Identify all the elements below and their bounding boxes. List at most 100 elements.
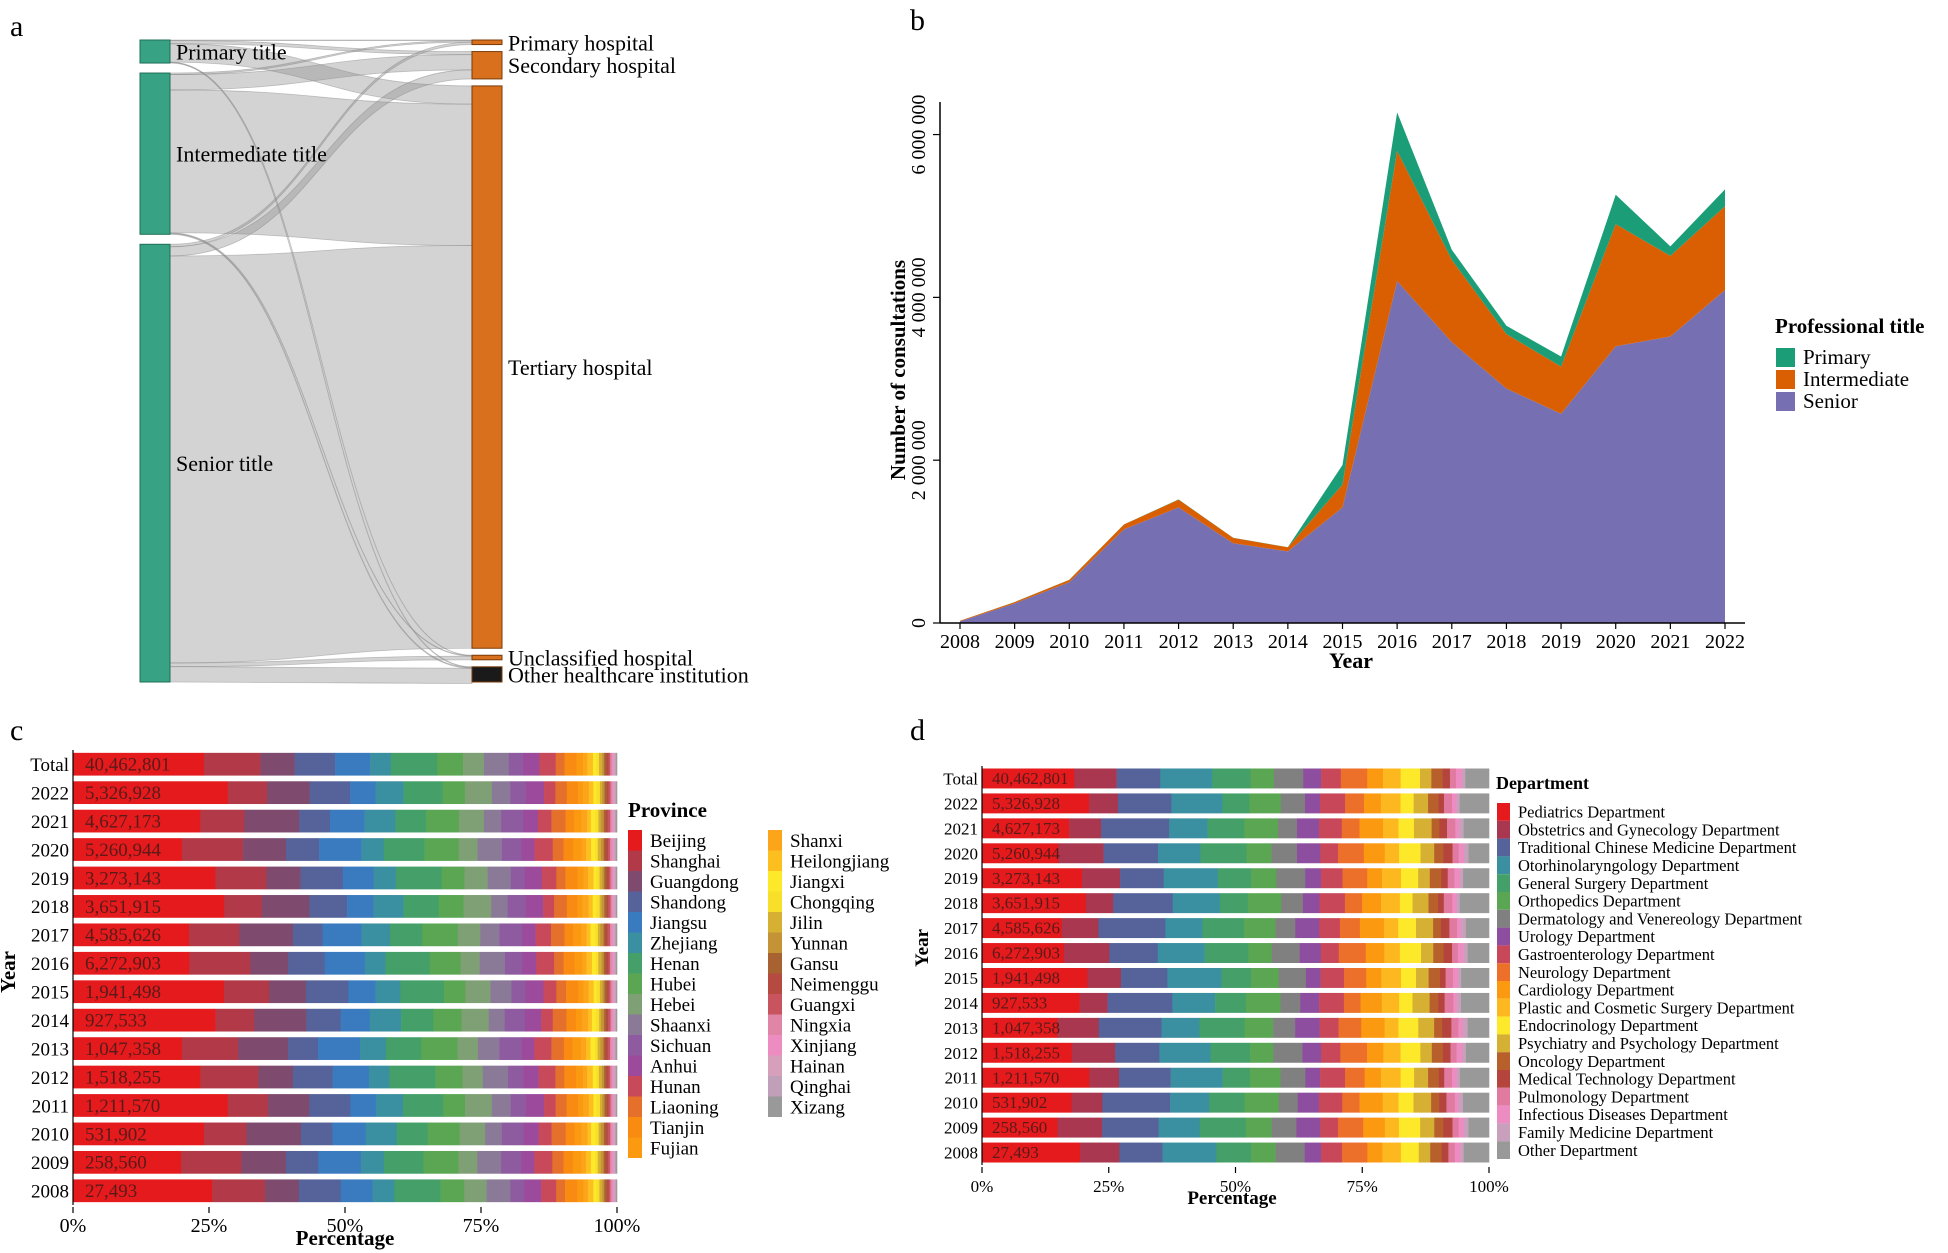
- bar-segment-2017-hunan: [535, 923, 552, 947]
- bar-segment-total-shandong: [294, 752, 336, 776]
- bar-segment-2014-oncology-department: [1429, 992, 1439, 1013]
- bar-segment-2021-ningxia: [610, 809, 612, 833]
- bar-segment-2019-family-medicine-department: [1459, 868, 1464, 889]
- bar-segment-2019-shandong: [300, 866, 344, 890]
- bar-segment-2018-shandong: [309, 895, 348, 918]
- bar-segment-2010-neimenggu: [605, 1122, 609, 1146]
- bar-segment-2010-shanxi: [581, 1122, 588, 1146]
- bar-segment-2020-qinghai: [614, 838, 617, 861]
- bar-segment-2018-neurology-department: [1344, 893, 1363, 914]
- bar-segment-2012-family-medicine-department: [1462, 1042, 1467, 1063]
- bar-segment-2014-sichuan: [504, 1008, 526, 1032]
- bar-segment-2014-zhejiang: [369, 1008, 402, 1032]
- bar-segment-total-shaanxi: [483, 752, 510, 776]
- bar-segment-2018-sichuan: [507, 895, 526, 918]
- bar-segment-2019-ningxia: [610, 866, 613, 890]
- bar-segment-2017-guangdong: [239, 923, 294, 947]
- x-tick-label: 2014: [1268, 631, 1308, 653]
- x-tick-label: 2017: [1432, 631, 1472, 653]
- bar-segment-2021-jilin: [598, 809, 601, 833]
- bar-segment-2012-henan: [389, 1065, 436, 1089]
- bar-segment-2014-chongqing: [595, 1008, 600, 1032]
- bar-segment-2009-heilongjiang: [585, 1150, 592, 1174]
- bar-segment-2022-dermatology-and-venereology-department: [1280, 793, 1306, 814]
- bar-segment-2019-urology-department: [1305, 868, 1322, 889]
- bar-segment-2020-gansu: [603, 838, 606, 861]
- bar-value-label: 4,585,626: [85, 925, 161, 946]
- bar-segment-total-psychiatry-and-psychology-department: [1419, 768, 1432, 789]
- bar-segment-2014-hunan: [541, 1008, 554, 1032]
- x-tick-label: 2015: [1323, 631, 1363, 653]
- bar-segment-2017-qinghai: [614, 923, 616, 947]
- panel-label-d: d: [910, 714, 925, 747]
- bar-value-label: 1,047,358: [992, 1018, 1060, 1037]
- bar-segment-2014-henan: [401, 1008, 434, 1032]
- bar-segment-2022-zhejiang: [375, 781, 404, 805]
- bar-segment-2014-dermatology-and-venereology-department: [1280, 992, 1301, 1013]
- bar-segment-2019-henan: [395, 866, 443, 890]
- node-intermediate-title: [139, 72, 171, 235]
- bar-segment-2018-medical-technology-department: [1438, 893, 1445, 914]
- legend-label-neurology-department: Neurology Department: [1518, 963, 1671, 982]
- bar-segment-2016-tianjin: [563, 951, 575, 975]
- bar-segment-2008-infectious-diseases-department: [1454, 1142, 1461, 1163]
- bar-segment-2013-medical-technology-department: [1442, 1017, 1452, 1038]
- bar-segment-2009-shaanxi: [477, 1150, 502, 1174]
- bar-segment-2022-hebei: [464, 781, 493, 805]
- legend-swatch-zhejiang: [628, 932, 642, 953]
- y-axis-label: Year: [0, 951, 20, 993]
- bar-segment-2015-zhejiang: [375, 980, 401, 1004]
- y-axis-label: Year: [912, 928, 933, 967]
- bar-segment-2018-shanghai: [224, 895, 263, 918]
- y-tick-label: 2015: [944, 969, 978, 988]
- bar-segment-2009-urology-department: [1296, 1117, 1321, 1138]
- bar-segment-2019-medical-technology-department: [1441, 868, 1449, 889]
- bar-segment-2015-medical-technology-department: [1439, 967, 1446, 988]
- bar-segment-2010-endocrinology-department: [1398, 1092, 1414, 1113]
- bar-segment-2018-obstetrics-and-gynecology-department: [1085, 893, 1114, 914]
- legend-label-henan: Henan: [650, 954, 700, 975]
- bar-segment-2018-xinjiang: [612, 895, 614, 918]
- bar-segment-2022-other-department: [1459, 793, 1490, 814]
- bar-segment-2020-medical-technology-department: [1443, 843, 1453, 864]
- bar-segment-2011-beijing: [73, 1094, 228, 1117]
- x-tick-label: 2010: [1049, 631, 1089, 653]
- bar-segment-2019-plastic-and-cosmetic-surgery-department: [1382, 868, 1402, 889]
- bar-segment-2008-general-surgery-department: [1216, 1142, 1252, 1163]
- legend-swatch-hebei: [628, 994, 642, 1015]
- bar-segment-2018-fujian: [577, 895, 583, 918]
- bar-segment-2009-pediatrics-department: [982, 1117, 1058, 1138]
- bar-segment-total-endocrinology-department: [1400, 768, 1421, 789]
- x-axis-label: Year: [1329, 648, 1373, 673]
- bar-segment-2010-plastic-and-cosmetic-surgery-department: [1382, 1092, 1399, 1113]
- legend-swatch-orthopedics-department: [1497, 892, 1510, 910]
- x-tick-label: 2016: [1377, 631, 1417, 653]
- bar-segment-2009-psychiatry-and-psychology-department: [1420, 1117, 1435, 1138]
- bar-segment-2017-xizang: [615, 923, 618, 947]
- legend-label-shandong: Shandong: [650, 892, 727, 913]
- bar-segment-2018-orthopedics-department: [1247, 893, 1282, 914]
- bar-segment-2012-neurology-department: [1340, 1042, 1368, 1063]
- bar-segment-2011-neurology-department: [1344, 1067, 1365, 1088]
- bar-segment-2008-zhejiang: [372, 1179, 395, 1203]
- node-unclassified-hospital: [471, 654, 503, 661]
- bar-segment-total-obstetrics-and-gynecology-department: [1074, 768, 1117, 789]
- bar-segment-2013-xizang: [615, 1037, 618, 1060]
- bar-segment-total-general-surgery-department: [1212, 768, 1251, 789]
- bar-segment-2009-endocrinology-department: [1398, 1117, 1421, 1138]
- bar-segment-2022-jiangxi: [593, 781, 597, 805]
- bar-segment-2017-dermatology-and-venereology-department: [1275, 918, 1296, 939]
- bar-segment-2018-gansu: [604, 895, 607, 918]
- bar-segment-2015-family-medicine-department: [1458, 967, 1462, 988]
- legend-swatch-xinjiang: [768, 1035, 782, 1056]
- bar-segment-2009-pulmonology-department: [1452, 1117, 1460, 1138]
- bar-segment-2016-pediatrics-department: [982, 943, 1065, 964]
- legend-label-xizang: Xizang: [790, 1097, 845, 1118]
- bar-segment-2013-pulmonology-department: [1451, 1017, 1459, 1038]
- province-stacked-bars: 40,462,801 Total 5,326,928 2022 4,627,173 202…: [0, 750, 890, 1250]
- bar-segment-2014-shanxi: [581, 1008, 589, 1032]
- bar-segment-2013-neurology-department: [1338, 1017, 1362, 1038]
- bar-segment-2019-neimenggu: [606, 866, 610, 890]
- x-tick-label: 25%: [191, 1215, 228, 1237]
- bar-segment-2008-sichuan: [510, 1179, 525, 1203]
